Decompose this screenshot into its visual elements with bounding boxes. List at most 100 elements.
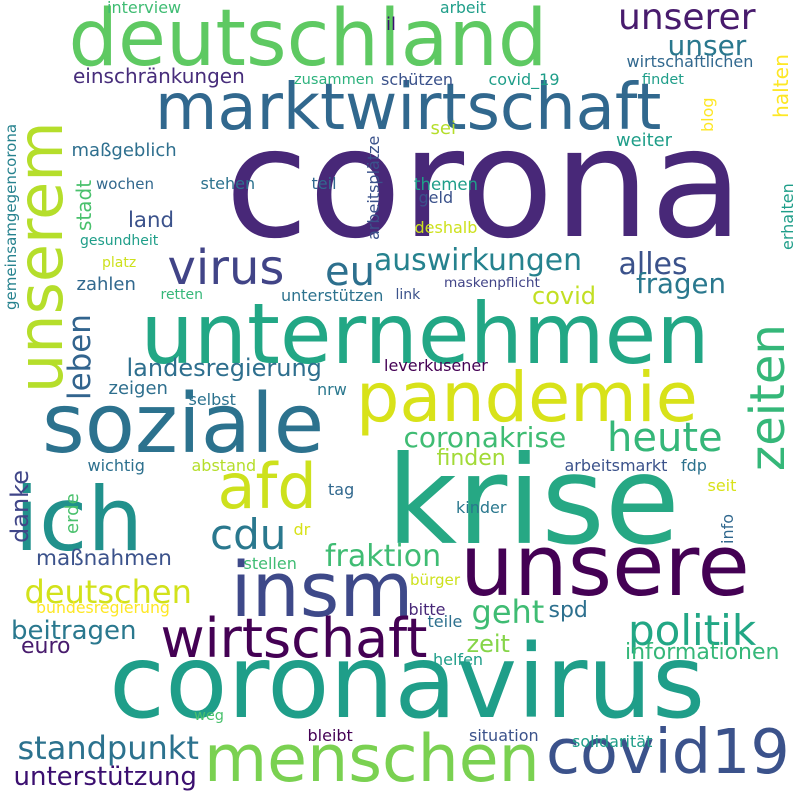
word-68: gesundheit xyxy=(80,233,159,249)
word-7: ich xyxy=(14,468,144,571)
word-21: cdu xyxy=(210,510,287,559)
word-16: wirtschaft xyxy=(160,607,428,670)
word-56: blog xyxy=(698,96,717,132)
word-1: coronavirus xyxy=(109,623,706,742)
word-32: fragen xyxy=(636,267,726,300)
word-12: menschen xyxy=(204,721,540,797)
word-95: helfen xyxy=(433,650,484,669)
word-27: alles xyxy=(618,247,688,282)
word-64: teil xyxy=(311,174,337,193)
word-23: land xyxy=(128,207,174,233)
word-79: nrw xyxy=(317,380,347,399)
word-25: standpunkt xyxy=(17,729,199,767)
word-98: situation xyxy=(469,726,539,745)
word-49: arbeit xyxy=(440,0,486,17)
word-59: maßgeblich xyxy=(71,140,177,161)
word-36: unterstützung xyxy=(13,762,197,792)
word-15: afd xyxy=(217,450,317,523)
word-61: gemeinsamgegencorona xyxy=(1,123,20,310)
word-93: bitte xyxy=(408,600,446,619)
word-97: bleibt xyxy=(307,726,353,745)
word-40: finden xyxy=(436,446,506,471)
word-0: corona xyxy=(225,95,744,272)
word-6: soziale xyxy=(42,377,325,472)
word-72: maskenpflicht xyxy=(444,275,540,291)
word-43: spd xyxy=(548,598,588,623)
word-24: unser xyxy=(667,29,747,62)
word-4: deutschland xyxy=(68,0,548,84)
word-92: bundesregierung xyxy=(36,598,170,617)
word-46: stadt xyxy=(72,179,96,231)
word-47: einschränkungen xyxy=(73,64,245,88)
word-67: erhalten xyxy=(778,182,797,250)
word-18: eu xyxy=(325,249,375,295)
word-60: arbeitsplätze xyxy=(364,135,383,240)
word-29: deutschen xyxy=(24,573,192,611)
word-48: interview xyxy=(107,0,182,17)
word-33: leben xyxy=(61,314,98,400)
word-81: abstand xyxy=(191,456,257,475)
word-45: halten xyxy=(769,54,793,118)
word-3: unternehmen xyxy=(140,285,710,383)
word-38: danke xyxy=(6,469,34,543)
word-20: unserer xyxy=(618,0,756,38)
word-2: krise xyxy=(386,430,680,572)
word-75: unterstützen xyxy=(281,286,384,305)
word-41: informationen xyxy=(625,640,780,665)
word-34: covid xyxy=(532,282,596,310)
word-5: marktwirtschaft xyxy=(155,71,662,145)
word-80: wichtig xyxy=(87,456,145,475)
word-77: zeigen xyxy=(108,378,168,399)
word-87: erde xyxy=(62,492,83,534)
word-8: unsere xyxy=(460,516,750,616)
word-14: insm xyxy=(230,545,414,634)
word-52: zusammen xyxy=(294,70,374,88)
word-70: platz xyxy=(102,255,137,271)
word-17: virus xyxy=(167,240,285,296)
word-76: leverkusener xyxy=(384,356,488,375)
word-54: covid_19 xyxy=(488,70,560,89)
word-84: seit xyxy=(707,476,737,495)
word-10: zeiten xyxy=(740,323,796,471)
word-22: heute xyxy=(607,415,723,461)
word-28: fraktion xyxy=(325,539,442,574)
word-53: schützen xyxy=(381,70,454,89)
word-19: politik xyxy=(628,606,757,655)
word-51: wirtschaftlichen xyxy=(626,52,754,71)
word-35: landesregierung xyxy=(126,354,322,382)
word-57: sei xyxy=(430,118,456,139)
word-63: stehen xyxy=(200,174,256,193)
word-44: euro xyxy=(21,634,71,659)
word-31: geht xyxy=(471,593,545,631)
word-90: stellen xyxy=(243,554,297,573)
word-66: geld xyxy=(418,188,454,207)
word-89: info xyxy=(718,513,737,544)
word-88: dr xyxy=(293,520,311,539)
word-73: link xyxy=(395,287,421,303)
word-65: themen xyxy=(414,174,479,194)
word-86: kinder xyxy=(456,498,507,517)
word-99: solidarität xyxy=(572,732,653,751)
word-11: pandemie xyxy=(356,359,698,438)
word-71: zahlen xyxy=(76,274,136,295)
word-37: beitragen xyxy=(11,616,137,646)
word-30: coronakrise xyxy=(403,421,567,454)
word-50: il xyxy=(386,14,397,35)
word-74: retten xyxy=(160,287,204,303)
word-85: tag xyxy=(328,480,355,499)
word-96: weg xyxy=(194,707,224,724)
word-55: findet xyxy=(642,72,684,88)
word-39: maßnahmen xyxy=(36,546,172,571)
word-58: weiter xyxy=(616,130,672,151)
word-78: selbst xyxy=(188,390,236,409)
word-83: fdp xyxy=(681,456,707,475)
word-94: teile xyxy=(427,612,463,631)
word-69: deshalb xyxy=(414,218,478,237)
word-13: covid19 xyxy=(546,716,790,788)
word-82: arbeitsmarkt xyxy=(564,456,668,475)
word-91: bürger xyxy=(410,570,461,589)
word-42: zeit xyxy=(466,630,510,658)
word-62: wochen xyxy=(96,174,154,193)
word-26: auswirkungen xyxy=(374,243,583,278)
